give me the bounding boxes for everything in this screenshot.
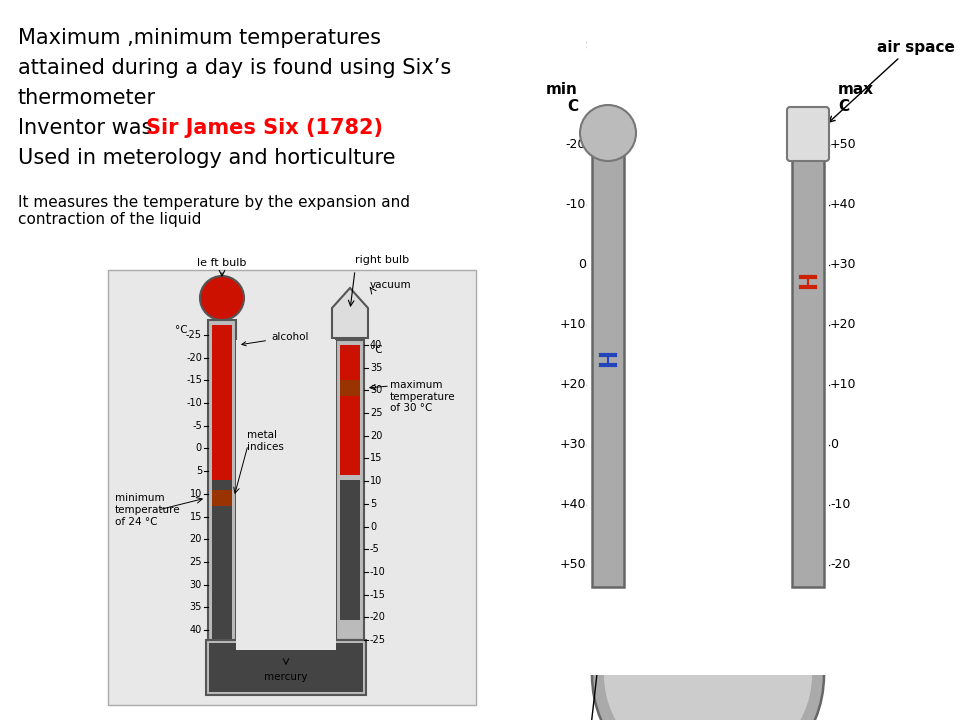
Text: -10: -10 <box>565 199 586 212</box>
Bar <box>792 150 824 587</box>
Text: °C: °C <box>176 325 188 335</box>
Text: 20: 20 <box>370 431 382 441</box>
Bar <box>212 480 232 640</box>
Bar <box>209 643 363 692</box>
Bar <box>212 490 232 506</box>
Circle shape <box>580 105 636 161</box>
Bar <box>792 150 824 585</box>
Text: °C: °C <box>370 345 383 355</box>
Text: 15: 15 <box>190 511 202 521</box>
Text: 0: 0 <box>830 438 838 451</box>
Text: +50: +50 <box>830 138 856 151</box>
Text: 5: 5 <box>370 499 376 509</box>
Text: 40: 40 <box>370 340 382 350</box>
Text: -10: -10 <box>370 567 386 577</box>
Text: 25: 25 <box>370 408 382 418</box>
Text: -20: -20 <box>565 138 586 151</box>
Text: +10: +10 <box>560 318 586 331</box>
Text: attained during a day is found using Six’s: attained during a day is found using Six… <box>18 58 451 78</box>
Text: spirit: spirit <box>586 37 631 52</box>
Text: le ft bulb: le ft bulb <box>198 258 247 268</box>
Text: alcohol: alcohol <box>242 332 308 346</box>
Text: Used in meterology and horticulture: Used in meterology and horticulture <box>18 148 396 168</box>
Text: 35: 35 <box>370 363 382 373</box>
Text: minimum
temperature
of 24 °C: minimum temperature of 24 °C <box>115 493 180 526</box>
Polygon shape <box>332 288 368 338</box>
Circle shape <box>200 276 244 320</box>
Text: +10: +10 <box>830 379 856 392</box>
Text: -25: -25 <box>186 330 202 340</box>
Bar <box>587 0 829 675</box>
Text: +30: +30 <box>560 438 586 451</box>
Bar <box>587 0 829 675</box>
Bar <box>592 150 624 575</box>
Text: -20: -20 <box>186 353 202 363</box>
Text: 0: 0 <box>196 444 202 454</box>
Bar <box>340 345 360 475</box>
Text: 15: 15 <box>370 454 382 464</box>
Bar <box>792 150 824 575</box>
Text: +20: +20 <box>560 379 586 392</box>
Text: 30: 30 <box>190 580 202 590</box>
Text: +50: +50 <box>560 559 586 572</box>
Text: 10: 10 <box>190 489 202 499</box>
Text: Maximum ,minimum temperatures: Maximum ,minimum temperatures <box>18 28 381 48</box>
Text: -5: -5 <box>192 420 202 431</box>
Text: -25: -25 <box>370 635 386 645</box>
Bar <box>336 340 364 640</box>
Bar <box>592 150 624 587</box>
Text: right bulb: right bulb <box>355 255 409 265</box>
Bar <box>206 640 366 695</box>
Bar <box>592 150 624 585</box>
Text: maximum
temperature
of 30 °C: maximum temperature of 30 °C <box>390 380 456 413</box>
Text: -20: -20 <box>370 612 386 622</box>
Bar <box>108 270 476 705</box>
Text: mercury: mercury <box>264 672 308 682</box>
FancyBboxPatch shape <box>787 107 829 161</box>
Text: -5: -5 <box>370 544 380 554</box>
Text: 0: 0 <box>370 521 376 531</box>
Text: +30: +30 <box>830 258 856 271</box>
Bar <box>598 133 618 148</box>
Text: max
C: max C <box>838 82 875 114</box>
Text: vacuum: vacuum <box>370 280 412 290</box>
Bar <box>208 320 236 640</box>
Text: Inventor was: Inventor was <box>18 118 159 138</box>
Text: air space: air space <box>877 40 955 55</box>
Text: 30: 30 <box>370 385 382 395</box>
Ellipse shape <box>604 577 812 720</box>
Text: min
C: min C <box>546 82 578 114</box>
Text: -10: -10 <box>830 498 851 511</box>
Text: -15: -15 <box>186 375 202 385</box>
Text: 40: 40 <box>190 625 202 635</box>
Text: 5: 5 <box>196 466 202 476</box>
Text: metal
indices: metal indices <box>247 430 284 451</box>
Text: thermometer: thermometer <box>18 88 156 108</box>
Ellipse shape <box>592 559 824 720</box>
Text: +20: +20 <box>830 318 856 331</box>
Text: Sir James Six (1782): Sir James Six (1782) <box>146 118 383 138</box>
Text: +40: +40 <box>830 199 856 212</box>
Text: -10: -10 <box>186 398 202 408</box>
Text: 35: 35 <box>190 603 202 612</box>
Text: 10: 10 <box>370 476 382 486</box>
Bar <box>340 380 360 396</box>
Text: It measures the temperature by the expansion and
contraction of the liquid: It measures the temperature by the expan… <box>18 195 410 228</box>
Text: -15: -15 <box>370 590 386 600</box>
Text: 20: 20 <box>190 534 202 544</box>
Text: +40: +40 <box>560 498 586 511</box>
Text: marker: marker <box>653 353 714 367</box>
Bar <box>236 340 336 650</box>
Bar <box>340 480 360 620</box>
Text: 0: 0 <box>578 258 586 271</box>
Text: -20: -20 <box>830 559 851 572</box>
Bar <box>212 325 232 485</box>
Text: 25: 25 <box>189 557 202 567</box>
